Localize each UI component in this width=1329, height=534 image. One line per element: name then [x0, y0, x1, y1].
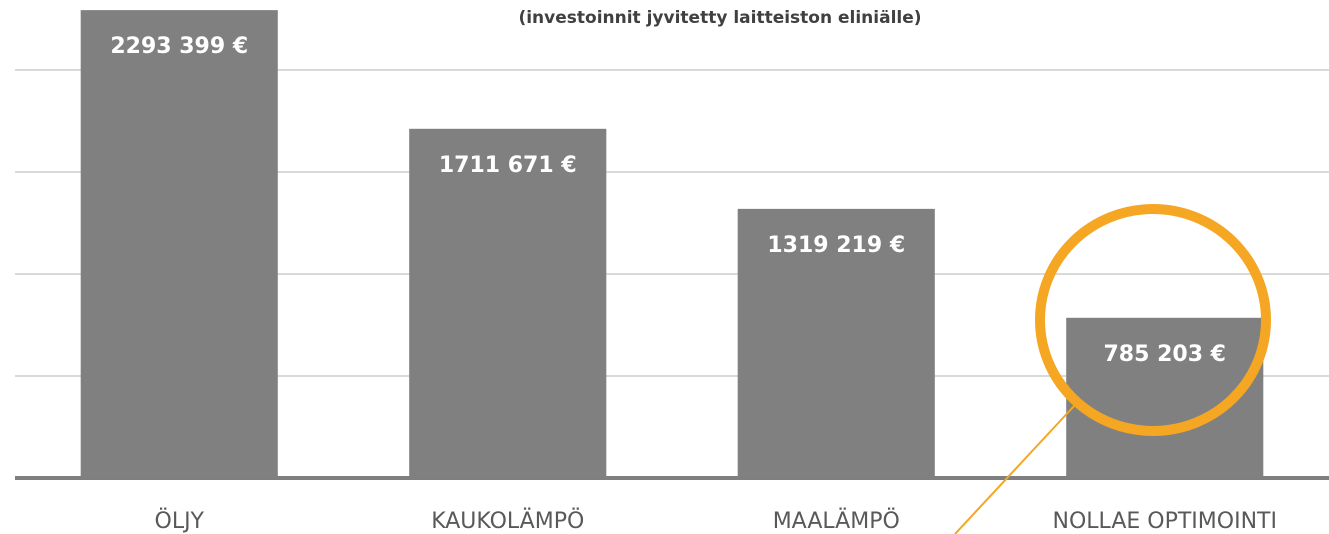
annotation-pointer	[954, 404, 1076, 534]
x-tick-label: KAUKOLÄMPÖ	[431, 508, 584, 534]
bar	[80, 10, 278, 478]
bar	[409, 128, 607, 479]
data-label: 2293 399 €	[110, 34, 248, 59]
x-tick-label: ÖLJY	[155, 508, 205, 534]
bar	[737, 208, 935, 478]
x-tick-label: MAALÄMPÖ	[773, 508, 900, 534]
highlight-circle	[1035, 204, 1271, 436]
chart-subtitle: (investoinnit jyvitetty laitteiston elin…	[518, 8, 921, 28]
data-label: 1711 671 €	[439, 153, 577, 178]
data-label: 785 203 €	[1104, 342, 1226, 367]
x-tick-label: NOLLAE OPTIMOINTI	[1053, 509, 1277, 534]
data-label: 1319 219 €	[767, 233, 905, 258]
